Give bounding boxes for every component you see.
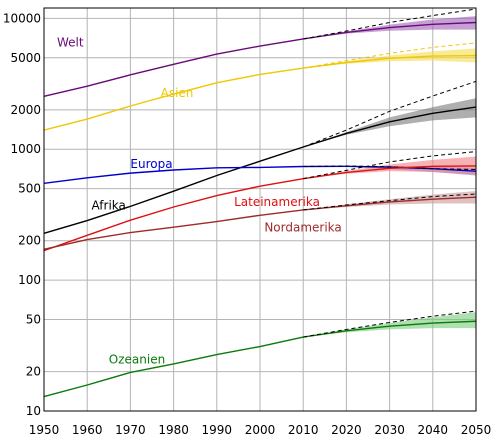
x-tick-label: 2030: [374, 423, 405, 437]
lateinamerika-high-variant-line: [303, 151, 477, 180]
x-tick-label: 1980: [158, 423, 189, 437]
series-labels: Welt Asien Europa Afrika Lateinamerika Nordam…: [57, 35, 342, 366]
y-tick-label: 1000: [10, 142, 41, 156]
x-tick-label: 2050: [461, 423, 492, 437]
afrika-median-line: [302, 106, 477, 148]
afrika-history-line: [43, 146, 304, 234]
nordamerika-median-line: [303, 196, 477, 211]
y-tick-label: 100: [18, 273, 41, 287]
axis-ticks: 1950 1960 1970 1980 1990 2000 2010 2020 2030 2040…: [3, 7, 492, 437]
lateinamerika-history-line: [43, 177, 304, 252]
asien-high-variant-line: [303, 42, 477, 69]
y-tick-label: 200: [18, 234, 41, 248]
asien-label: Asien: [161, 86, 194, 100]
asien-history-line: [43, 67, 304, 131]
ozeanien-high-variant-line: [303, 310, 477, 338]
europa-high-variant-line: [303, 165, 477, 171]
welt-label: Welt: [57, 35, 84, 49]
lateinamerika-median-line: [303, 165, 477, 180]
welt-history-line: [43, 38, 304, 98]
lateinamerika-label: Lateinamerika: [234, 195, 320, 209]
series-lines: [43, 8, 477, 398]
y-tick-label: 5000: [10, 51, 41, 65]
afrika-projection-band: [303, 98, 476, 148]
y-tick-label: 500: [18, 182, 41, 196]
x-tick-label: 2010: [288, 423, 319, 437]
ozeanien-median-line: [303, 320, 477, 338]
x-tick-label: 1950: [29, 423, 60, 437]
y-tick-label: 10: [26, 404, 41, 418]
y-tick-label: 2000: [10, 103, 41, 117]
x-tick-label: 2040: [418, 423, 449, 437]
x-tick-label: 1960: [72, 423, 103, 437]
asien-median-line: [303, 54, 477, 69]
afrika-label: Afrika: [92, 199, 126, 213]
x-tick-label: 2020: [331, 423, 362, 437]
welt-median-line: [303, 21, 477, 40]
nordamerika-high-variant-line: [303, 193, 477, 211]
x-tick-label: 1990: [202, 423, 233, 437]
afrika-high-variant-line: [303, 80, 477, 148]
y-tick-label: 10000: [3, 11, 41, 25]
europa-label: Europa: [130, 157, 172, 171]
ozeanien-label: Ozeanien: [109, 353, 165, 367]
plot-frame: [43, 7, 477, 412]
y-tick-label: 50: [26, 313, 41, 327]
europa-history-line: [43, 165, 304, 185]
y-tick-label: 20: [26, 365, 41, 379]
x-tick-label: 2000: [245, 423, 276, 437]
nordamerika-history-line: [43, 209, 304, 250]
x-tick-label: 1970: [115, 423, 146, 437]
nordamerika-label: Nordamerika: [264, 221, 341, 235]
welt-high-variant-line: [303, 8, 477, 40]
ozeanien-history-line: [43, 336, 304, 398]
